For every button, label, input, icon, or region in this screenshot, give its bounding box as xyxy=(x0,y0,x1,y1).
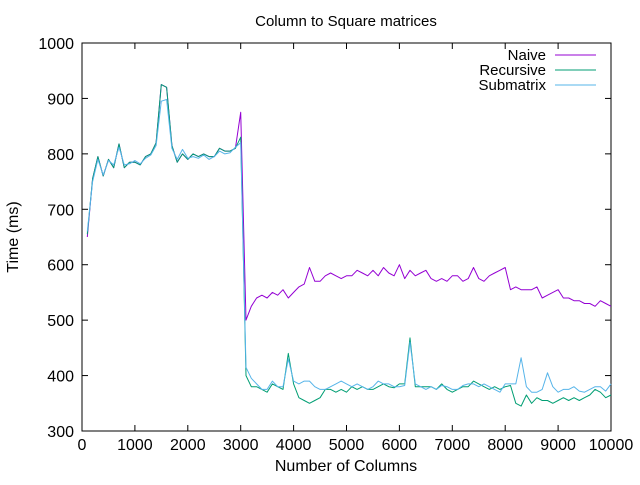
x-tick-label: 2000 xyxy=(170,437,206,454)
y-tick-label: 500 xyxy=(47,313,74,330)
y-tick-label: 700 xyxy=(47,202,74,219)
y-tick-label: 300 xyxy=(47,424,74,441)
y-axis-label: Time (ms) xyxy=(5,201,22,272)
x-tick-label: 8000 xyxy=(487,437,523,454)
y-tick-label: 600 xyxy=(47,258,74,275)
legend-label-recursive: Recursive xyxy=(479,62,546,79)
legend-label-naive: Naive xyxy=(508,47,546,64)
x-tick-label: 6000 xyxy=(382,437,418,454)
series-line-submatrix xyxy=(86,99,612,393)
x-tick-label: 9000 xyxy=(540,437,576,454)
x-tick-label: 4000 xyxy=(276,437,312,454)
x-tick-label: 7000 xyxy=(435,437,471,454)
y-tick-label: 800 xyxy=(47,147,74,164)
x-tick-label: 10000 xyxy=(589,437,634,454)
x-tick-label: 5000 xyxy=(329,437,365,454)
chart-title: Column to Square matrices xyxy=(255,13,437,30)
x-tick-label: 1000 xyxy=(117,437,153,454)
axis-ticks: 0 1000 2000 3000 4000 5000 6000 7000 8000 9000 100… xyxy=(38,36,633,454)
series-line-naive xyxy=(86,84,612,321)
x-tick-label: 3000 xyxy=(223,437,259,454)
y-tick-label: 1000 xyxy=(38,36,74,53)
y-tick-label: 400 xyxy=(47,369,74,386)
x-axis-label: Number of Columns xyxy=(275,458,417,475)
series-lines xyxy=(86,84,612,407)
x-tick-label: 0 xyxy=(78,437,87,454)
series-line-recursive xyxy=(86,84,612,407)
y-tick-label: 900 xyxy=(47,91,74,108)
legend-label-submatrix: Submatrix xyxy=(478,77,546,94)
